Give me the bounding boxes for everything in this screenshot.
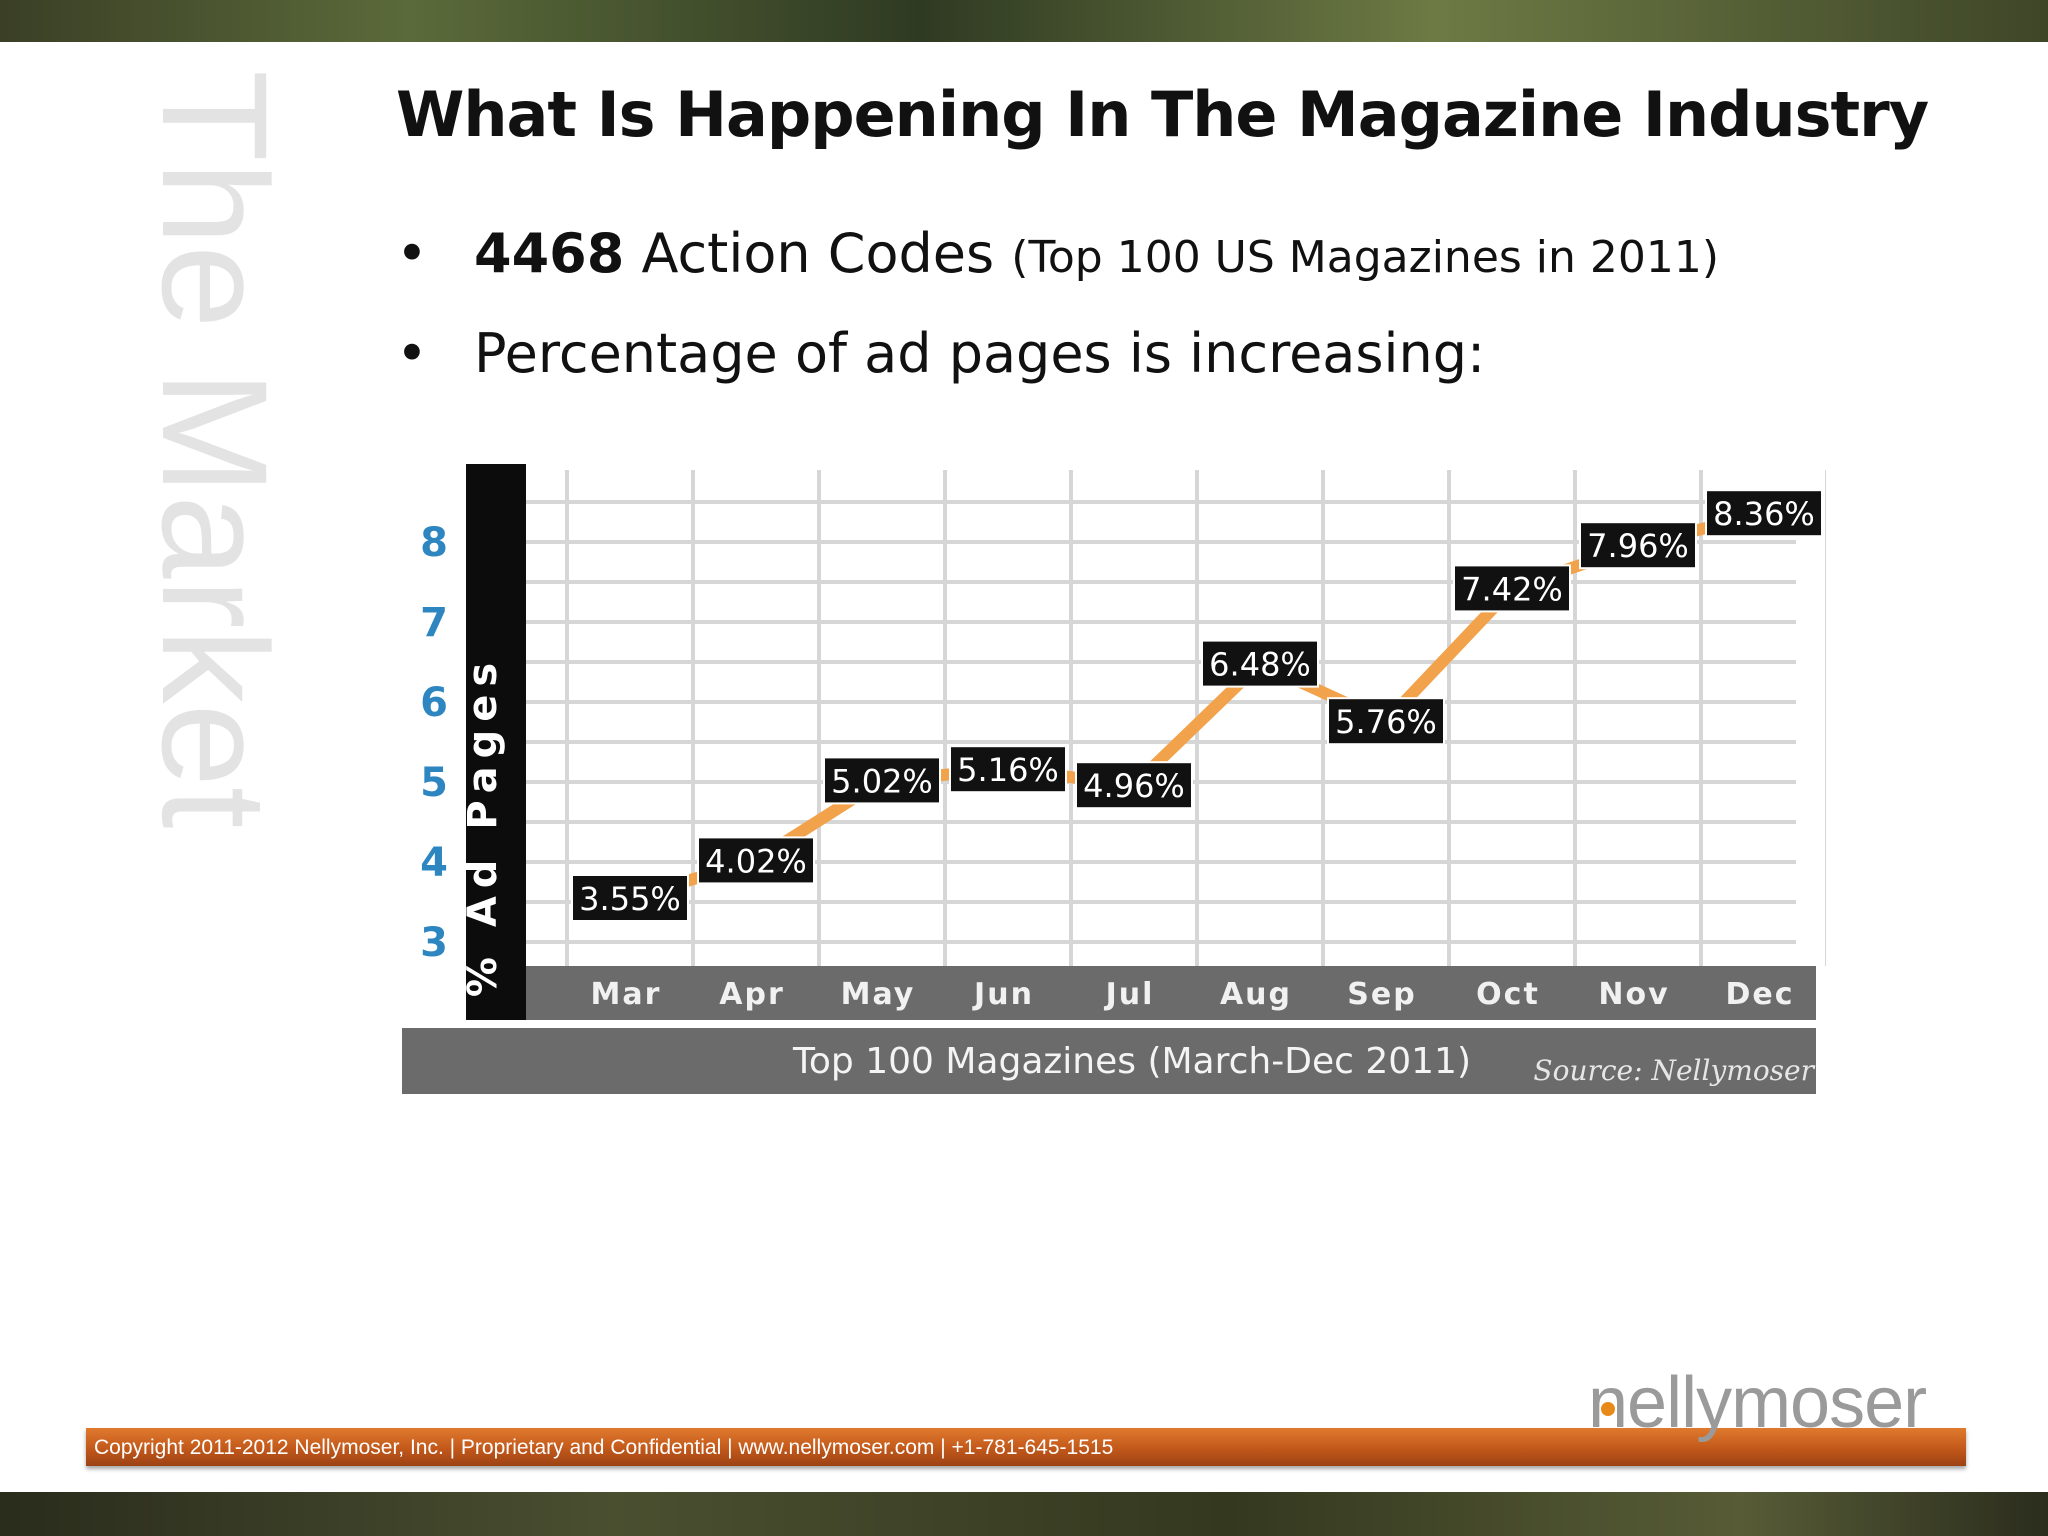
top-photo-band [0,0,2048,42]
data-label-text: 3.55% [579,880,681,918]
y-tick-label: 4 [420,840,448,886]
bullet-dot: • [396,222,428,285]
y-tick-label: 5 [420,760,448,806]
data-label-box [1705,489,1823,538]
x-tick-label: Oct [1476,977,1540,1012]
brand-logo: nellymoser [1588,1363,1927,1443]
slide-title: What Is Happening In The Magazine Indust… [396,78,1929,151]
data-labels: 3.55% 4.02% 5.02% 5.16% 4.96% 6.48% 5.76% 7.42%… [571,489,1823,922]
data-label-box [1201,639,1319,688]
data-label-box [697,836,815,885]
data-label-text: 7.96% [1587,527,1689,565]
bullet-action-codes: • 4468 Action Codes (Top 100 US Magazine… [396,222,1719,322]
y-tick-label: 3 [420,920,448,966]
bullet-text: Percentage of ad pages is increasing: [474,322,1486,385]
ylabel-band [466,464,526,1020]
x-axis-band [526,966,1816,1020]
data-label-text: 5.16% [957,751,1059,789]
data-label-text: 4.02% [705,842,807,880]
data-label-text: 5.02% [831,762,933,800]
x-tick-label: Jun [972,977,1034,1012]
y-axis-label: % Ad Pages [460,655,506,997]
chart-source: Source: Nellymoser [1533,1054,1815,1087]
x-tick-label: Aug [1220,977,1292,1012]
data-label-box [1453,564,1571,613]
data-label-text: 5.76% [1335,703,1437,741]
chart-svg: % Ad Pages 3 4 5 6 7 8 Mar Apr May Jun Jul Aug Sep O… [402,464,1826,1094]
data-label: 5.16% [949,745,1067,794]
x-ticks: Mar Apr May Jun Jul Aug Sep Oct Nov Dec [591,977,1794,1012]
bullet-bold-value: 4468 [474,222,625,285]
data-label-text: 7.42% [1461,570,1563,608]
series-line [624,507,1770,904]
y-tick-label: 7 [420,600,448,646]
data-label-box [949,745,1067,794]
data-label-box [1579,521,1697,570]
data-label: 4.96% [1075,761,1193,810]
bullet-list: • 4468 Action Codes (Top 100 US Magazine… [396,222,1719,422]
x-tick-label: May [841,977,916,1012]
x-tick-label: Sep [1347,977,1416,1012]
data-label: 3.55% [571,874,689,922]
data-label: 8.36% [1705,489,1823,538]
data-label: 4.02% [697,836,815,885]
xlabel-band [402,1028,1816,1094]
data-label-text: 8.36% [1713,495,1815,533]
section-label: The Market [131,70,299,829]
data-label-text: 4.96% [1083,767,1185,805]
data-label-box [1327,697,1445,746]
data-label-box [571,874,689,922]
data-label: 5.76% [1327,697,1445,746]
bottom-photo-band [0,1492,2048,1536]
x-tick-label: Jul [1104,977,1155,1012]
bullet-ad-pages: • Percentage of ad pages is increasing: [396,322,1719,422]
logo-dot [1601,1402,1615,1416]
bullet-note: (Top 100 US Magazines in 2011) [1011,232,1720,283]
x-tick-label: Dec [1725,977,1794,1012]
x-tick-label: Mar [591,977,662,1012]
data-label: 5.02% [823,756,941,805]
y-ticks: 3 4 5 6 7 8 [420,520,448,966]
data-label: 7.96% [1579,521,1697,570]
data-label-box [1075,761,1193,810]
x-tick-label: Nov [1598,977,1669,1012]
footer-bar [86,1428,1966,1466]
x-axis-label: Top 100 Magazines (March-Dec 2011) [792,1041,1471,1082]
data-label: 6.48% [1201,639,1319,688]
data-label-text: 6.48% [1209,646,1311,684]
x-tick-label: Apr [719,977,785,1012]
y-tick-label: 8 [420,520,448,566]
y-tick-label: 6 [420,680,448,726]
bullet-text: Action Codes [624,222,1012,285]
data-label: 7.42% [1453,564,1571,613]
footer-text: Copyright 2011-2012 Nellymoser, Inc. | P… [94,1436,1114,1459]
ad-pages-chart: % Ad Pages 3 4 5 6 7 8 Mar Apr May Jun Jul Aug Sep O… [396,456,1826,1096]
data-label-box [823,756,941,805]
bullet-dot: • [396,322,428,385]
